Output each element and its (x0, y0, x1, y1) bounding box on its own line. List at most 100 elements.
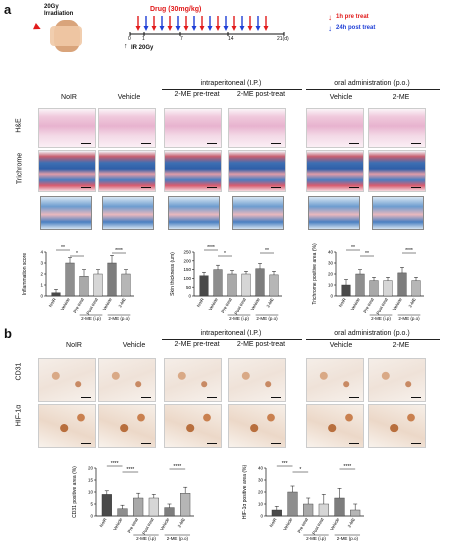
tick-0: 0 (128, 36, 131, 42)
x-tick-label: Vehicle (112, 516, 124, 531)
he-2me (368, 108, 426, 148)
legend-post: 24h post treat (336, 25, 376, 31)
bar (199, 275, 209, 297)
x-tick-label: 2-ME (117, 297, 127, 309)
sig-stars: **** (173, 464, 181, 470)
y-tick-label: 15 (88, 478, 94, 483)
sig-stars: ** (351, 245, 355, 251)
x-tick-label: Vehicle (250, 296, 262, 311)
dose-arrow-head-icon (199, 26, 205, 31)
dose-arrow-head-icon (231, 26, 237, 31)
sig-stars: *** (282, 461, 288, 467)
tri-2me (368, 150, 426, 192)
x-tick-label: Vehicle (208, 296, 220, 311)
sig-stars: **** (343, 464, 351, 470)
sig-stars: * (299, 467, 301, 473)
colb-pre: 2-ME pre-treat (174, 341, 220, 348)
dose-arrow-head-icon (151, 26, 157, 31)
hif-chart: HIF-1α positive area (%) 0 10 20 30 40 NoIR Veh… (242, 461, 364, 541)
hif-noir (38, 404, 96, 448)
y-tick-label: 150 (183, 267, 191, 272)
y-axis-label: Inflammation score (22, 253, 28, 295)
sig-stars: **** (115, 248, 123, 254)
row-trichrome: Trichrome (16, 152, 24, 185)
he-vehicle-po (306, 108, 364, 148)
panel-a-label: a (4, 2, 12, 17)
y-tick-label: 200 (183, 258, 191, 263)
bar (93, 273, 103, 297)
panel-b-label: b (4, 326, 12, 341)
colb-2me: 2-ME (392, 342, 410, 349)
dose-arrow-head-icon (159, 26, 165, 31)
zoom-vehicle-po (308, 196, 360, 230)
bar (213, 269, 223, 297)
bar (411, 280, 421, 297)
hif-2me (368, 404, 426, 448)
dose-arrow-head-icon (191, 26, 197, 31)
up-arrow-icon: ↑ (124, 43, 128, 50)
bar (269, 274, 279, 297)
drug-label: Drug (30mg/kg) (150, 6, 202, 13)
y-tick-label: 40 (258, 466, 264, 471)
tri-vehicle (98, 150, 156, 192)
y-axis-label: HIF-1α positive area (%) (242, 465, 248, 520)
tick-1: 1 (142, 36, 145, 42)
row-he: H&E (15, 118, 23, 133)
bar (148, 497, 159, 517)
bar (121, 273, 131, 297)
x-tick-label: Pre treat (72, 296, 85, 313)
mouse-body-icon (50, 26, 82, 46)
bar (133, 497, 144, 517)
row-cd31: CD31 (15, 362, 23, 381)
col-post: 2-ME post-treat (236, 91, 286, 98)
x-tick-label: Pre treat (126, 516, 139, 533)
colb-ip: intraperitoneal (I.P.) (200, 330, 262, 337)
dose-arrow-head-icon (239, 26, 245, 31)
bar (65, 262, 75, 297)
he-pre (164, 108, 222, 148)
col-vehicle: Vehicle (117, 94, 141, 101)
x-tick-label: Post treat (85, 296, 99, 315)
dose-arrow-head-icon (255, 26, 261, 31)
y-tick-label: 20 (258, 490, 264, 495)
bar (117, 508, 128, 517)
y-tick-label: 5 (90, 502, 93, 507)
x-tick-label: NoIR (98, 517, 107, 528)
y-tick-label: 0 (330, 294, 333, 299)
y-tick-label: 50 (186, 285, 192, 290)
y-tick-label: 20 (328, 272, 334, 277)
bar (227, 273, 237, 297)
hif-post (228, 404, 286, 448)
dose-arrow-head-icon (135, 26, 141, 31)
tick-7: 7 (180, 36, 183, 42)
bar (303, 503, 314, 517)
x-tick-label: Vehicle (159, 516, 171, 531)
bar (334, 497, 345, 517)
he-vehicle (98, 108, 156, 148)
y-tick-label: 4 (40, 250, 43, 255)
bar (79, 276, 89, 297)
colb-vehicle: Vehicle (122, 342, 146, 349)
sig-stars: * (224, 251, 226, 257)
bar (241, 273, 251, 297)
sig-stars: ** (365, 251, 369, 257)
x-tick-label: 2-ME (265, 297, 275, 309)
bar (164, 507, 175, 517)
sig-stars: **** (111, 461, 119, 467)
trichrome-area-chart: Trichrome positive area (%) 0 10 20 30 40 NoIR… (312, 243, 424, 321)
sig-stars: * (76, 251, 78, 257)
bar (101, 494, 112, 517)
y-tick-label: 100 (183, 276, 191, 281)
irradiation-dose: 20Gy (44, 4, 59, 10)
y-tick-label: 10 (88, 490, 94, 495)
colb-noir: NoIR (66, 342, 82, 349)
bar (255, 268, 265, 297)
he-noir (38, 108, 96, 148)
ir-label: IR 20Gy (131, 45, 154, 51)
col-po: oral administration (p.o.) (334, 80, 410, 87)
x-tick-label: 2-ME (347, 517, 357, 529)
x-tick-label: NoIR (268, 517, 277, 528)
irradiation-label: Irradiation (44, 11, 74, 17)
colb-veh-po: Vehicle (329, 342, 353, 349)
sig-stars: **** (405, 248, 413, 254)
